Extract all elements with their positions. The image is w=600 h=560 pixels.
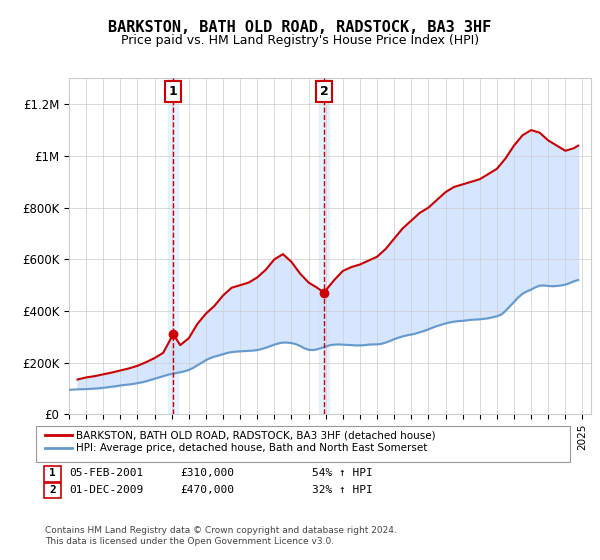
Text: 2: 2 (320, 85, 329, 98)
Text: 2: 2 (49, 485, 56, 495)
Text: 32% ↑ HPI: 32% ↑ HPI (312, 485, 373, 495)
Text: 05-FEB-2001: 05-FEB-2001 (69, 468, 143, 478)
Text: Contains HM Land Registry data © Crown copyright and database right 2024.: Contains HM Land Registry data © Crown c… (45, 526, 397, 535)
Bar (319, 78, 329, 414)
Text: Price paid vs. HM Land Registry's House Price Index (HPI): Price paid vs. HM Land Registry's House … (121, 34, 479, 46)
Text: This data is licensed under the Open Government Licence v3.0.: This data is licensed under the Open Gov… (45, 537, 334, 546)
Text: 1: 1 (49, 468, 56, 478)
Text: 1: 1 (169, 85, 178, 98)
Text: £470,000: £470,000 (180, 485, 234, 495)
Text: £310,000: £310,000 (180, 468, 234, 478)
Text: HPI: Average price, detached house, Bath and North East Somerset: HPI: Average price, detached house, Bath… (76, 443, 428, 453)
Text: BARKSTON, BATH OLD ROAD, RADSTOCK, BA3 3HF: BARKSTON, BATH OLD ROAD, RADSTOCK, BA3 3… (109, 20, 491, 35)
Text: BARKSTON, BATH OLD ROAD, RADSTOCK, BA3 3HF (detached house): BARKSTON, BATH OLD ROAD, RADSTOCK, BA3 3… (76, 430, 436, 440)
Bar (168, 78, 178, 414)
Text: 54% ↑ HPI: 54% ↑ HPI (312, 468, 373, 478)
Text: 01-DEC-2009: 01-DEC-2009 (69, 485, 143, 495)
